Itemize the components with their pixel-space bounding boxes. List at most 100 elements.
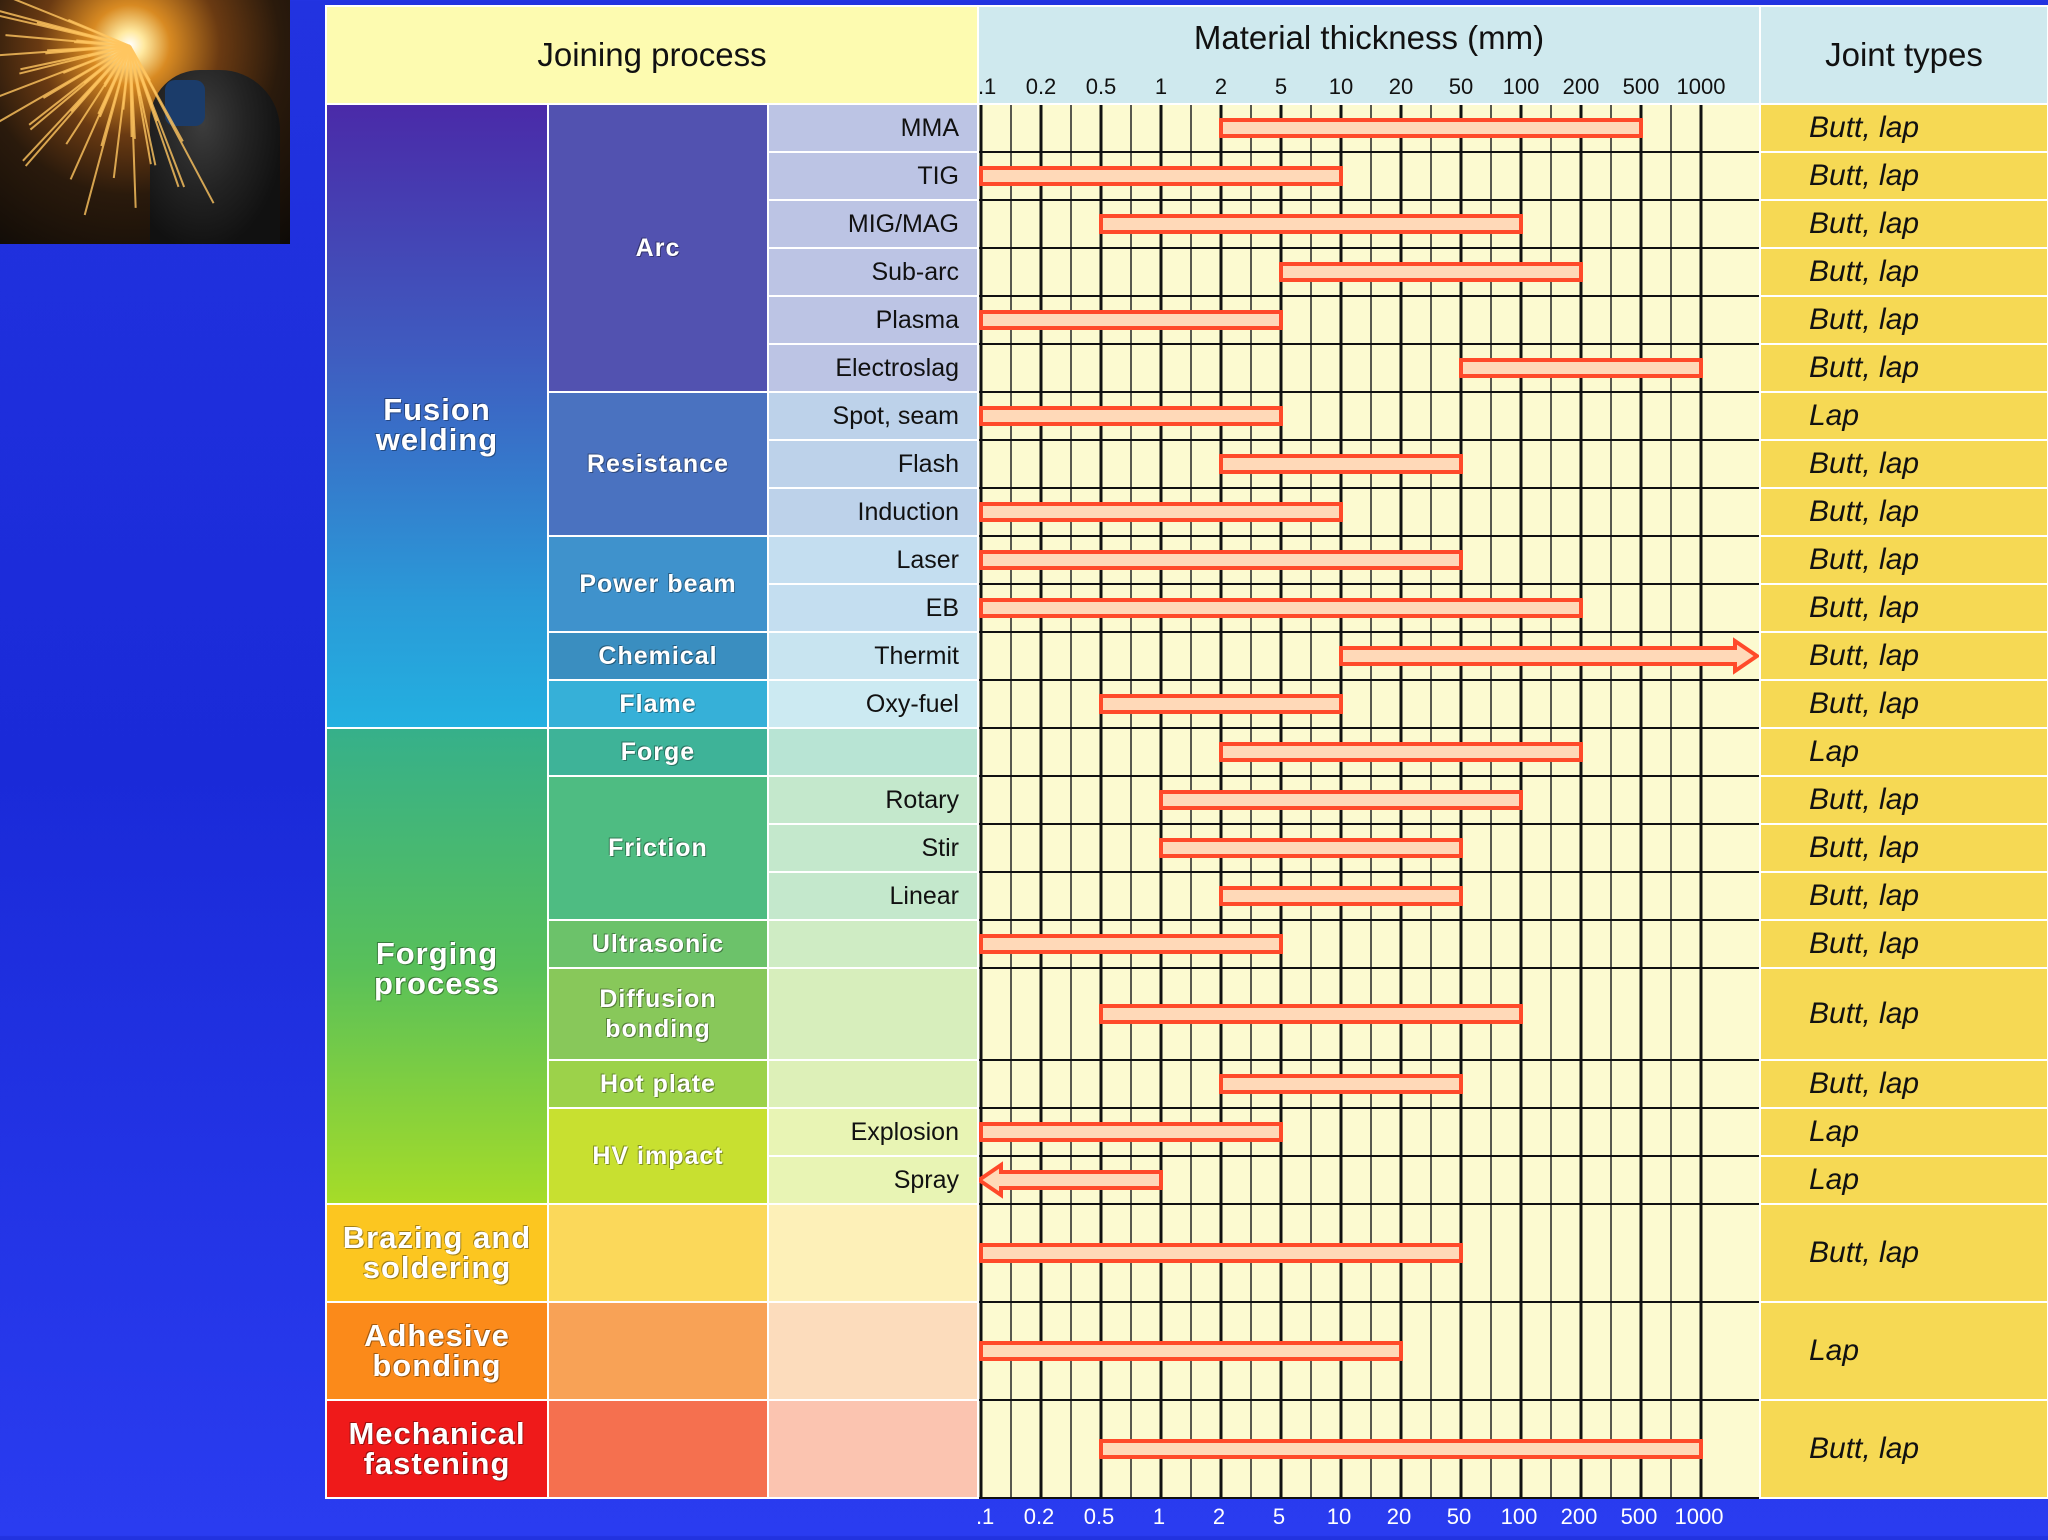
sub-empty (549, 1401, 767, 1497)
joint-type: Butt, lap (1761, 153, 2047, 199)
sub-power-beam: Power beam (549, 537, 767, 631)
range-bar-rect (979, 310, 1283, 330)
sub-friction: Friction (549, 777, 767, 919)
tick-label: 10 (1327, 1504, 1351, 1529)
process-row: MMA (769, 105, 977, 151)
joint-label: Butt, lap (1809, 1067, 1920, 1100)
sub-label: Hot plate (600, 1070, 716, 1098)
process-label: MMA (900, 113, 959, 142)
process-row: Laser (769, 537, 977, 583)
sub-label: Forge (620, 738, 696, 766)
process-label: Thermit (874, 641, 959, 670)
sub-empty (549, 1303, 767, 1399)
tick-label: 20 (1389, 74, 1413, 99)
range-bar (1099, 214, 1523, 234)
joint-type: Lap (1761, 393, 2047, 439)
process-label: EB (925, 593, 959, 622)
range-bar-rect (1099, 694, 1343, 714)
process-row: Oxy-fuel (769, 681, 977, 727)
joint-types-title: Joint types (1825, 36, 1983, 73)
joint-type: Butt, lap (1761, 105, 2047, 151)
welder-photo (0, 0, 290, 244)
range-bar-rect (1219, 742, 1583, 762)
process-label: Flash (897, 449, 959, 478)
range-bar (979, 310, 1283, 330)
range-bar (979, 406, 1283, 426)
tick-label: 100 (1503, 74, 1540, 99)
group-label: Mechanical fastening (348, 1416, 526, 1481)
group-label: Forging process (374, 936, 500, 1001)
joint-label: Lap (1809, 735, 1860, 768)
range-bar (1219, 742, 1583, 762)
group-label: Fusion welding (375, 392, 499, 457)
process-label: Plasma (875, 305, 959, 334)
process-label: Rotary (885, 785, 959, 814)
range-bar (979, 934, 1283, 954)
tick-label: 2 (1213, 1504, 1225, 1529)
tick-label: 1 (1153, 1504, 1165, 1529)
joint-label: Butt, lap (1809, 831, 1920, 864)
sub-label: Resistance (586, 450, 730, 478)
joint-label: Butt, lap (1809, 591, 1920, 624)
range-bar (1459, 358, 1703, 378)
joint-label: Butt, lap (1809, 543, 1920, 576)
range-bar (1219, 454, 1463, 474)
range-bar (1159, 790, 1523, 810)
process-row: Linear (769, 873, 977, 919)
sub-label: Power beam (579, 570, 737, 598)
joint-label: Lap (1809, 399, 1860, 432)
process-label: Induction (857, 497, 959, 526)
tick-label: 5 (1275, 74, 1287, 99)
joint-type: Butt, lap (1761, 825, 2047, 871)
sub-forge: Forge (549, 729, 767, 775)
range-bar (979, 1341, 1403, 1361)
process-row: Electroslag (769, 345, 977, 391)
group-brazing-and-soldering: Brazing and soldering (327, 1205, 547, 1301)
process-empty (769, 1401, 977, 1497)
sub-resistance: Resistance (549, 393, 767, 535)
joint-type: Butt, lap (1761, 345, 2047, 391)
tick-label: 200 (1561, 1504, 1598, 1529)
joint-label: Lap (1809, 1334, 1860, 1367)
joint-type: Butt, lap (1761, 1401, 2047, 1497)
range-bar-rect (979, 1341, 1403, 1361)
joint-label: Butt, lap (1809, 111, 1920, 144)
process-label: Explosion (850, 1117, 959, 1146)
range-bar-rect (1219, 1074, 1463, 1094)
material-thickness-title: Material thickness (mm) (1193, 19, 1545, 56)
header-joining-process: Joining process (327, 7, 977, 103)
tick-label: 0.5 (1086, 74, 1117, 99)
sub-label: Friction (608, 834, 708, 862)
joint-type: Butt, lap (1761, 969, 2047, 1059)
process-row: Stir (769, 825, 977, 871)
joint-label: Butt, lap (1809, 927, 1920, 960)
tick-label: 5 (1273, 1504, 1285, 1529)
range-bar (1339, 637, 1759, 675)
process-label: Oxy-fuel (865, 689, 959, 718)
tick-label: 1 (1155, 74, 1167, 99)
joint-label: Butt, lap (1809, 879, 1920, 912)
process-row: Plasma (769, 297, 977, 343)
range-bar (1099, 1004, 1523, 1024)
process-row: Induction (769, 489, 977, 535)
range-bar-rect (979, 406, 1283, 426)
joint-label: Butt, lap (1809, 303, 1920, 336)
tick-label: 0.1 (977, 1504, 994, 1529)
process-label: Stir (921, 833, 960, 862)
range-bar (1219, 118, 1643, 138)
process-row: Sub-arc (769, 249, 977, 295)
tick-label: 200 (1563, 74, 1600, 99)
tick-label: 0.2 (1026, 74, 1057, 99)
range-bar (1219, 886, 1463, 906)
bottom-tick-labels: 0.1 0.2 0.5 1 2 5 10 20 50 100 200 500 1000 (977, 1504, 1724, 1529)
process-row (769, 1061, 977, 1107)
tick-label: 2 (1215, 74, 1227, 99)
joint-type: Butt, lap (1761, 537, 2047, 583)
joint-label: Butt, lap (1809, 783, 1920, 816)
sub-hv-impact: HV impact (549, 1109, 767, 1203)
tick-label: 1000 (1675, 1504, 1724, 1529)
range-bar-rect (979, 550, 1463, 570)
joint-type: Butt, lap (1761, 249, 2047, 295)
joint-type: Butt, lap (1761, 1205, 2047, 1301)
range-bar-rect (1219, 118, 1643, 138)
